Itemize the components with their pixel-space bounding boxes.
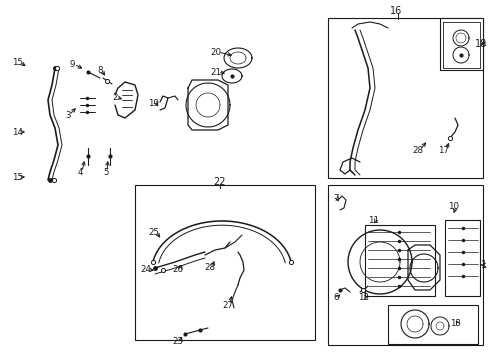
Text: 28: 28: [411, 145, 422, 154]
Bar: [364, 225, 434, 296]
Text: 16: 16: [389, 6, 402, 16]
Text: 21: 21: [209, 68, 221, 77]
Text: 18: 18: [474, 39, 486, 49]
Text: 24: 24: [140, 266, 151, 274]
Text: 2: 2: [112, 93, 117, 102]
Text: 19: 19: [148, 99, 159, 108]
Bar: [439, 18, 482, 70]
Bar: [444, 220, 479, 296]
Text: 5: 5: [103, 167, 108, 176]
Text: 17: 17: [437, 145, 448, 154]
Text: 11: 11: [367, 216, 378, 225]
Text: 9: 9: [70, 59, 75, 68]
Text: 20: 20: [209, 48, 221, 57]
Text: 1: 1: [480, 260, 486, 270]
Text: 7: 7: [332, 194, 338, 202]
Text: 12: 12: [357, 293, 368, 302]
Text: 6: 6: [332, 293, 338, 302]
Bar: [135, 185, 314, 340]
Text: 4: 4: [78, 167, 83, 176]
Text: 3: 3: [65, 111, 70, 120]
Text: 27: 27: [222, 301, 232, 310]
Bar: [387, 305, 477, 344]
Text: 15: 15: [12, 172, 23, 181]
Text: 25: 25: [148, 228, 159, 237]
Bar: [327, 185, 482, 345]
Bar: [327, 18, 482, 178]
Text: 23: 23: [172, 338, 183, 346]
Text: 22: 22: [213, 177, 226, 187]
Text: 26: 26: [172, 266, 183, 274]
Text: 14: 14: [12, 127, 23, 136]
Text: 13: 13: [449, 320, 460, 328]
Text: 8: 8: [97, 66, 102, 75]
Text: 28: 28: [203, 264, 215, 273]
Text: 10: 10: [447, 202, 458, 211]
Text: 15: 15: [12, 58, 23, 67]
